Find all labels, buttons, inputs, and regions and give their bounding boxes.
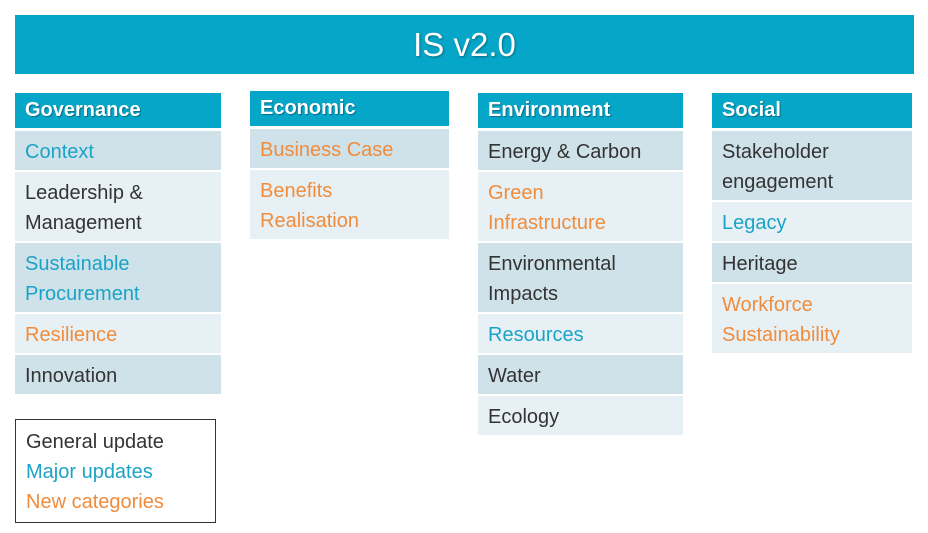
column-governance: Governance Context Leadership & Management S… <box>15 93 221 396</box>
title-banner: IS v2.0 <box>15 15 914 74</box>
category-cell: Business Case <box>250 129 449 170</box>
category-label-line: Resources <box>488 324 584 346</box>
legend-general-update: General update <box>26 431 164 453</box>
category-cell: Legacy <box>712 202 912 243</box>
category-label-line: Business Case <box>260 139 394 161</box>
category-cell: Context <box>15 131 221 172</box>
category-cell: Benefits Realisation <box>250 170 449 241</box>
category-label-line: Infrastructure <box>488 212 606 234</box>
category-label-line: Realisation <box>260 210 359 232</box>
category-cell: Leadership & Management <box>15 172 221 243</box>
category-label-line: Benefits <box>260 180 333 202</box>
category-cell: Resources <box>478 314 683 355</box>
category-label-line: Workforce <box>722 294 813 316</box>
category-cell: Environmental Impacts <box>478 243 683 314</box>
category-label-line: Heritage <box>722 253 798 275</box>
category-cell: Innovation <box>15 355 221 396</box>
category-label-line: Stakeholder <box>722 141 829 163</box>
category-label-line: Innovation <box>25 365 118 387</box>
category-label-line: Green <box>488 182 544 204</box>
category-label-line: Water <box>488 365 541 387</box>
column-economic: Economic Business Case Benefits Realisation <box>250 91 449 241</box>
category-cell: Heritage <box>712 243 912 284</box>
column-social: Social Stakeholder engagement Legacy Heritag… <box>712 93 912 355</box>
category-label-line: Ecology <box>488 406 560 428</box>
category-label-line: Procurement <box>25 283 140 305</box>
category-label-line: Sustainable <box>25 253 130 275</box>
category-label-line: Impacts <box>488 283 559 305</box>
column-header: Social <box>712 93 912 131</box>
category-cell: Resilience <box>15 314 221 355</box>
category-cell: Energy & Carbon <box>478 131 683 172</box>
column-header: Environment <box>478 93 683 131</box>
category-label-line: Leadership & <box>25 182 143 204</box>
column-environment: Environment Energy & Carbon Green Infrastru… <box>478 93 683 437</box>
category-cell: Ecology <box>478 396 683 437</box>
legend-box: General update Major updates New categor… <box>15 419 216 523</box>
diagram-title: IS v2.0 <box>413 25 516 63</box>
category-cell: Workforce Sustainability <box>712 284 912 355</box>
category-label-line: Management <box>25 212 142 234</box>
category-label-line: Context <box>25 141 94 163</box>
legend-new-categories: New categories <box>26 491 164 513</box>
category-cell: Green Infrastructure <box>478 172 683 243</box>
category-cell: Water <box>478 355 683 396</box>
legend-major-updates: Major updates <box>26 461 153 483</box>
category-cell: Stakeholder engagement <box>712 131 912 202</box>
category-label-line: Environmental <box>488 253 616 275</box>
category-label-line: Sustainability <box>722 324 840 346</box>
column-header: Economic <box>250 91 449 129</box>
category-label-line: Legacy <box>722 212 787 234</box>
category-label-line: Energy & Carbon <box>488 141 642 163</box>
column-header: Governance <box>15 93 221 131</box>
category-label-line: Resilience <box>25 324 118 346</box>
category-cell: Sustainable Procurement <box>15 243 221 314</box>
category-label-line: engagement <box>722 171 834 193</box>
